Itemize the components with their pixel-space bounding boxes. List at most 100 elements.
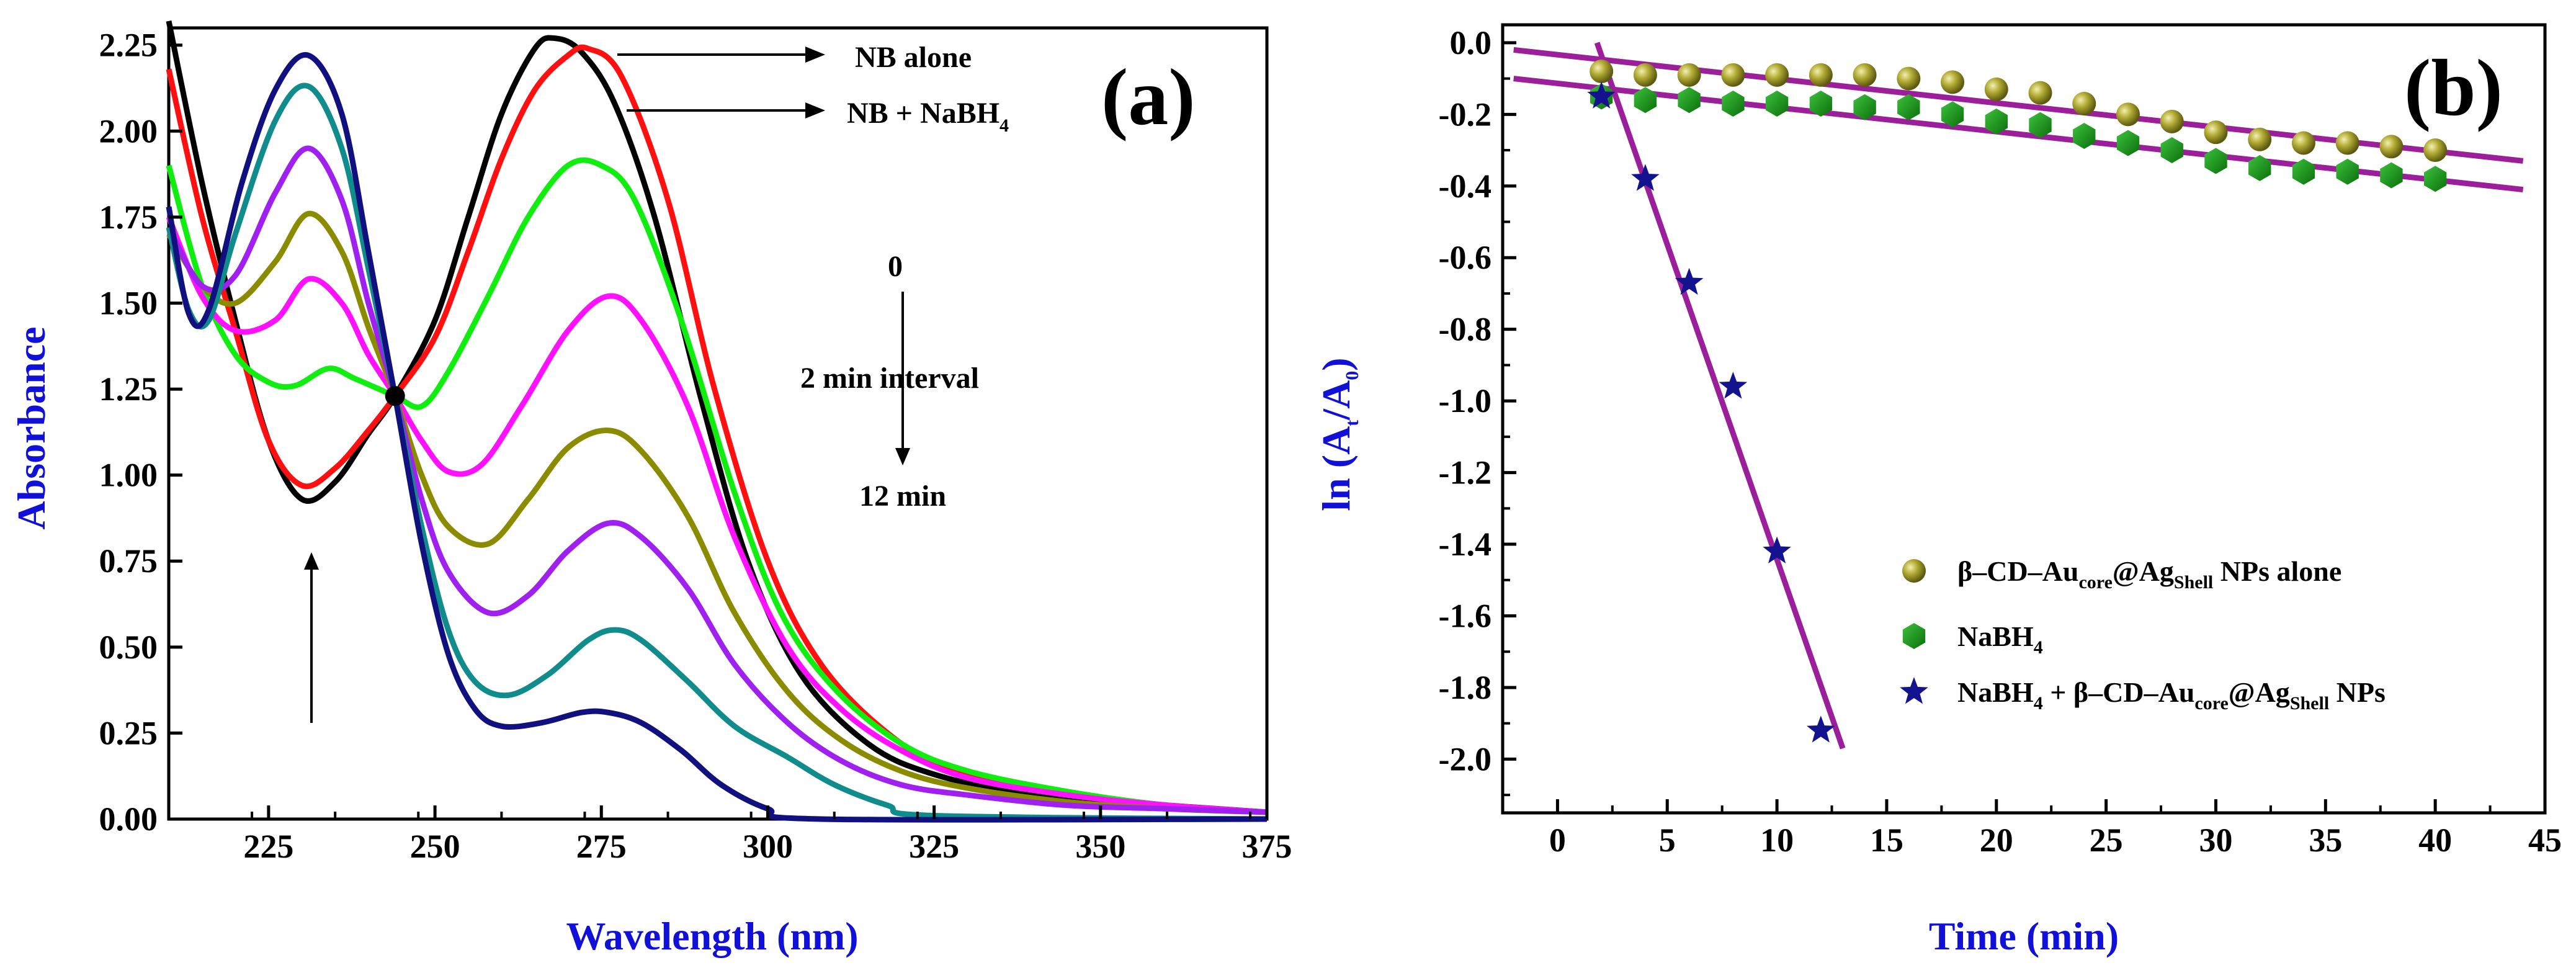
fit-line-0 — [1513, 47, 2524, 164]
y-tick-label: -0.6 — [1439, 239, 1491, 276]
panel-a-plot-frame — [167, 26, 1269, 821]
y-tick-label: -0.4 — [1439, 168, 1491, 205]
data-point-sphere — [2423, 138, 2448, 163]
data-point-sphere — [2204, 120, 2228, 145]
legend-label-2: NaBH4 + β–CD–Aucore@AgShell NPs — [1957, 676, 2386, 714]
x-tick-label: 30 — [2199, 822, 2232, 859]
data-point-sphere — [1984, 77, 2008, 101]
data-point-hexagon — [1722, 91, 1745, 117]
nb-alone-arrow — [617, 47, 825, 63]
y-tick-label: -1.4 — [1439, 526, 1491, 563]
x-tick-label: 20 — [1980, 822, 2013, 859]
panel-b-data-points — [1587, 60, 2448, 743]
fit-line-2 — [1594, 42, 1846, 750]
data-point-sphere — [2335, 131, 2359, 155]
spectrum-line-7 — [166, 52, 1268, 823]
spectrum-line-1 — [166, 44, 1268, 815]
data-point-sphere — [2028, 81, 2052, 105]
x-tick-label: 375 — [1242, 828, 1292, 865]
data-point-hexagon — [1985, 108, 2008, 135]
data-point-sphere — [1721, 63, 1745, 87]
panel-a-chart: 225 250 275 300 325 350 375 0.00 0.25 0.50 0.75 1.… — [9, 20, 1292, 958]
spectrum-line-2 — [166, 157, 1268, 815]
legend-marker-hexagon — [1902, 623, 1926, 649]
panel-b-legend: β–CD–Aucore@AgShell NPs alone NaBH4 NaBH4 … — [1900, 555, 2386, 714]
x-tick-label: 275 — [576, 828, 627, 865]
spectrum-line-5 — [166, 145, 1268, 815]
nb-nabh4-arrow — [627, 102, 825, 119]
nb-alone-label: NB alone — [855, 41, 972, 74]
y-tick-label: -1.8 — [1439, 669, 1491, 706]
y-tick-label: 2.25 — [99, 27, 158, 64]
panel-b-label: (b) — [2404, 43, 2503, 133]
x-tick-label: 350 — [1075, 828, 1125, 865]
data-point-sphere — [1633, 63, 1657, 87]
data-point-hexagon — [1678, 87, 1701, 114]
time-direction-arrow — [895, 292, 910, 465]
data-point-sphere — [2248, 127, 2272, 151]
data-point-hexagon — [2248, 155, 2271, 181]
x-tick-label: 5 — [1659, 822, 1676, 859]
panel-b-y-ticks: 0.0 -0.2 -0.4 -0.6 -0.8 -1.0 -1.2 -1.4 -1.6 -1.8 -… — [1439, 24, 1516, 797]
fit-line-1 — [1513, 76, 2524, 193]
spectrum-line-3 — [166, 216, 1268, 815]
data-point-star — [1807, 715, 1835, 743]
data-point-hexagon — [1634, 87, 1657, 114]
panel-a-y-axis-title: Absorbance — [9, 326, 53, 529]
data-point-sphere — [1809, 63, 1833, 87]
panel-a-y-ticks: 0.00 0.25 0.50 0.75 1.00 1.25 1.50 1.75 2.00 2.25 — [99, 27, 182, 838]
y-tick-label: 1.50 — [99, 284, 158, 321]
data-point-hexagon — [2292, 158, 2315, 185]
data-point-sphere — [1677, 63, 1701, 87]
data-point-sphere — [1853, 63, 1877, 87]
data-point-hexagon — [2380, 162, 2403, 189]
panel-b-x-ticks: 0 5 10 15 20 25 30 35 40 45 — [1501, 799, 2562, 859]
data-point-star — [1719, 372, 1748, 399]
x-tick-label: 25 — [2090, 822, 2123, 859]
data-point-star — [1763, 536, 1791, 563]
data-point-sphere — [2379, 135, 2404, 159]
x-tick-label: 15 — [1870, 822, 1903, 859]
nb-nabh4-label: NB + NaBH4 — [847, 97, 1009, 136]
y-tick-label: 0.25 — [99, 714, 158, 751]
data-point-hexagon — [2160, 137, 2183, 163]
x-tick-label: 10 — [1760, 822, 1794, 859]
data-point-hexagon — [1853, 94, 1876, 120]
y-tick-label: 2.00 — [99, 112, 158, 150]
data-point-hexagon — [2424, 166, 2447, 192]
y-tick-label: -1.0 — [1439, 382, 1491, 419]
y-tick-label: 1.75 — [99, 199, 158, 236]
data-point-hexagon — [1941, 101, 1964, 128]
panel-a-x-ticks: 225 250 275 300 325 350 375 — [243, 805, 1292, 865]
time-start-label: 0 — [888, 250, 903, 283]
x-tick-label: 300 — [743, 828, 793, 865]
y-tick-label: 1.25 — [99, 370, 158, 408]
data-point-hexagon — [1897, 94, 1920, 120]
data-point-sphere — [1590, 60, 1614, 84]
y-tick-label: -0.8 — [1439, 311, 1491, 348]
x-tick-label: 0 — [1549, 822, 1566, 859]
panel-a-series-group — [166, 20, 1268, 823]
x-tick-label: 35 — [2309, 822, 2342, 859]
interval-label: 2 min interval — [800, 362, 979, 395]
spectrum-line-6 — [166, 83, 1268, 822]
y-tick-label: -0.2 — [1439, 96, 1491, 133]
data-point-star — [1587, 81, 1616, 109]
data-point-hexagon — [2073, 123, 2096, 149]
panel-b-plot-frame — [1501, 23, 2547, 815]
legend-marker-star — [1900, 677, 1928, 704]
x-tick-label: 325 — [909, 828, 959, 865]
spectrum-line-4 — [166, 210, 1268, 815]
legend-label-0: β–CD–Aucore@AgShell NPs alone — [1957, 555, 2341, 593]
legend-label-1: NaBH4 — [1957, 621, 2043, 658]
panel-b-chart: 0 5 10 15 20 25 30 35 40 45 0.0 -0.2 -0.4 -0.6 -0.8 -1… — [1314, 23, 2562, 958]
data-point-sphere — [1897, 66, 1921, 91]
x-tick-label: 250 — [410, 828, 460, 865]
data-point-sphere — [1765, 63, 1789, 87]
legend-marker-sphere — [1902, 559, 1926, 583]
y-tick-label: 0.0 — [1450, 24, 1492, 61]
y-tick-label: -1.6 — [1439, 598, 1491, 635]
isosbestic-point-marker — [385, 386, 405, 406]
data-point-hexagon — [2116, 130, 2140, 156]
